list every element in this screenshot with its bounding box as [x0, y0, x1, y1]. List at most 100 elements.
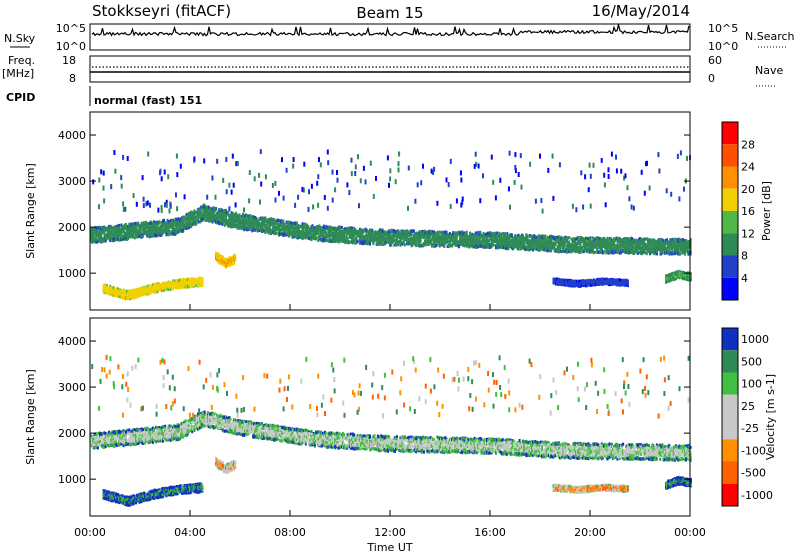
echo-cell: [341, 226, 343, 229]
echo-cell: [561, 237, 563, 240]
echo-cell: [672, 250, 674, 253]
echo-cell: [668, 246, 670, 249]
echo-band-1: [103, 277, 204, 301]
echo-cell: [269, 227, 271, 230]
echo-cell: [369, 242, 371, 245]
echo-cell: [605, 251, 607, 254]
echo-cell: [390, 244, 392, 247]
echo-cell: [420, 240, 422, 243]
echo-cell: [239, 213, 241, 216]
freq-unit: [MHz]: [2, 67, 34, 80]
echo-cell: [371, 232, 373, 235]
echo-cell: [380, 243, 382, 246]
echo-cell: [225, 216, 227, 219]
echo-cell: [506, 232, 508, 235]
echo-cell: [662, 251, 664, 254]
echo-cell: [357, 240, 359, 243]
echo-cell: [496, 232, 498, 235]
echo-cell: [435, 244, 437, 247]
echo-cell: [159, 221, 161, 224]
echo-cell: [520, 247, 522, 250]
echo-cell: [618, 248, 620, 251]
power-heatmap: [90, 149, 692, 300]
nsky-panel: [90, 24, 690, 50]
echo-cell: [597, 250, 599, 253]
echo-cell: [242, 215, 244, 218]
echo-cell: [529, 235, 531, 238]
echo-cell: [349, 240, 351, 243]
echo-cell: [180, 224, 182, 227]
echo-cell: [329, 235, 331, 238]
echo-cell: [415, 244, 417, 247]
nsearch-tick-top: 10^5: [708, 22, 738, 35]
echo-cell: [371, 229, 373, 232]
echo-cell: [185, 221, 187, 224]
echo-cell: [163, 219, 165, 222]
freq-label: Freq.: [8, 54, 35, 67]
echo-cell: [156, 225, 158, 228]
echo-cell: [168, 233, 170, 236]
echo-cell: [684, 253, 686, 256]
echo-cell: [644, 238, 646, 241]
echo-cell: [285, 233, 287, 236]
echo-cell: [570, 250, 572, 253]
nave-tick-bottom: 0: [708, 72, 715, 85]
station-title: Stokkseyri (fitACF): [92, 2, 231, 20]
echo-cell: [656, 252, 658, 255]
echo-cell: [317, 232, 319, 235]
nsky-label: N.Sky: [4, 32, 36, 45]
echo-cell: [138, 235, 140, 238]
nsearch-tick-bottom: 10^0: [708, 40, 738, 53]
freq-panel: [90, 56, 690, 82]
echo-cell: [101, 231, 103, 234]
echo-cell: [134, 222, 136, 225]
echo-cell: [212, 221, 214, 224]
echo-cell: [590, 238, 592, 241]
echo-cell: [142, 235, 144, 238]
echo-cell: [394, 235, 396, 238]
freq-tick-bottom: 8: [69, 72, 76, 85]
echo-cell: [493, 244, 495, 247]
echo-cell: [550, 249, 552, 252]
echo-cell: [134, 236, 136, 239]
echo-cell: [188, 226, 190, 229]
echo-cell: [406, 235, 408, 238]
echo-cell: [125, 223, 127, 226]
cpid-text: normal (fast) 151: [94, 94, 202, 107]
date-title: 16/May/2014: [592, 2, 690, 20]
echo-cell: [404, 243, 406, 246]
echo-cell: [479, 231, 481, 234]
echo-cell: [414, 236, 416, 239]
echo-cell: [594, 251, 596, 254]
echo-cell: [469, 232, 471, 235]
echo-cell: [252, 229, 254, 232]
nsearch-label: N.Search: [745, 30, 795, 43]
echo-cell: [514, 234, 516, 237]
echo-cell: [413, 229, 415, 232]
echo-cell: [395, 230, 397, 233]
echo-cell: [545, 235, 547, 238]
echo-cell: [680, 252, 682, 255]
echo-cell: [288, 234, 290, 237]
echo-cell: [581, 251, 583, 254]
echo-cell: [285, 231, 287, 234]
echo-cell: [411, 234, 413, 237]
echo-cell: [276, 232, 278, 235]
echo-cell: [559, 246, 561, 249]
echo-cell: [603, 251, 605, 254]
echo-cell: [239, 227, 241, 230]
echo-cell: [633, 239, 635, 242]
echo-cell: [564, 245, 566, 248]
echo-band-0: [90, 204, 692, 256]
echo-cell: [315, 237, 317, 240]
freq-tick-top: 18: [62, 54, 76, 67]
echo-cell: [196, 222, 198, 225]
nsky-line: [92, 25, 689, 36]
cpid-label: CPID: [6, 91, 35, 104]
echo-cell: [165, 232, 167, 235]
echo-cell: [222, 223, 224, 226]
echo-cell: [664, 244, 666, 247]
nsky-trace: [92, 25, 689, 36]
echo-cell: [172, 224, 174, 227]
